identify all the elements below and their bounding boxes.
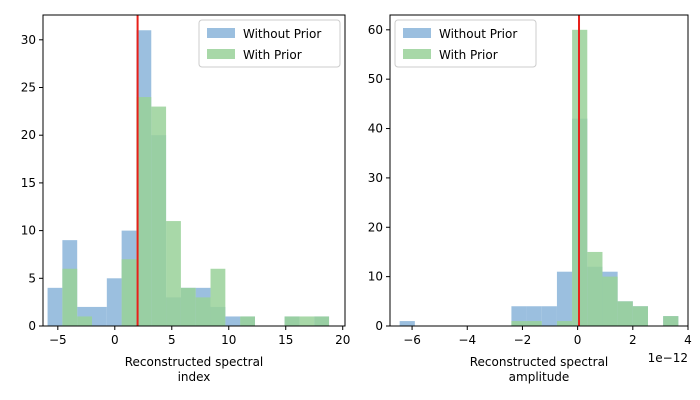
histogram-bar <box>210 268 226 326</box>
histogram-bar <box>151 106 167 326</box>
histogram-bar <box>632 306 648 326</box>
y-tick-label: 10 <box>368 270 383 284</box>
y-tick-label: 5 <box>28 271 36 285</box>
y-tick-label: 0 <box>375 319 383 333</box>
x-tick-label: −4 <box>458 333 476 347</box>
legend-label: Without Prior <box>243 27 321 41</box>
histogram-bar <box>399 321 415 326</box>
chart-panel-2: −6 −4 −2 0 2 401020304050601e−12Reconstructed… <box>368 14 692 384</box>
histogram-bar <box>526 321 542 326</box>
y-tick-label: 15 <box>21 176 36 190</box>
legend-label: With Prior <box>439 48 498 62</box>
x-tick-label: 5 <box>168 333 176 347</box>
y-tick-label: 0 <box>28 319 36 333</box>
x-tick-label: −2 <box>514 333 532 347</box>
histogram-bar <box>106 278 122 326</box>
histogram-bar <box>136 97 152 326</box>
histogram-bar <box>225 316 241 326</box>
x-axis-label: index <box>178 370 211 384</box>
axes-frame <box>389 14 689 327</box>
histogram-bar <box>587 251 603 326</box>
legend: Without Prior With Prior <box>394 19 537 68</box>
y-tick-label: 10 <box>21 224 36 238</box>
x-axis-label: Reconstructed spectral <box>125 355 264 369</box>
x-tick-label: 0 <box>574 333 582 347</box>
legend-label: With Prior <box>243 48 302 62</box>
y-tick-label: 30 <box>21 33 36 47</box>
series-with-prior <box>62 97 330 326</box>
histogram-bar <box>541 306 557 326</box>
histogram-bar <box>314 316 330 326</box>
histogram-bar <box>166 221 181 326</box>
legend: Without Prior With Prior <box>198 19 341 68</box>
legend-label: Without Prior <box>439 27 517 41</box>
offset-text: 1e−12 <box>648 351 688 365</box>
x-axis-label: Reconstructed spectral <box>470 355 609 369</box>
x-tick-label: 20 <box>335 333 350 347</box>
legend-swatch <box>207 28 235 38</box>
x-tick-label: −6 <box>403 333 421 347</box>
histogram-bar <box>284 316 300 326</box>
histogram-bar <box>511 321 527 326</box>
y-tick-label: 50 <box>368 72 383 86</box>
histogram-bar <box>663 316 679 326</box>
histogram-bar <box>180 287 196 326</box>
y-tick-label: 20 <box>21 128 36 142</box>
histogram-bar <box>195 297 211 326</box>
x-tick-label: −5 <box>49 333 67 347</box>
histogram-bar <box>556 271 573 326</box>
legend-swatch <box>403 28 431 38</box>
axes-frame <box>42 14 346 327</box>
histogram-bar <box>62 268 78 326</box>
chart-panel-1: −5 0 5 10 15 20 0 5 10 15 20 25 30 Reconstructed spec… <box>21 14 350 384</box>
histogram-bar <box>92 306 107 326</box>
histogram-bar <box>602 276 618 326</box>
y-tick-label: 20 <box>368 220 383 234</box>
x-tick-label: 10 <box>221 333 236 347</box>
x-axis-label: amplitude <box>509 370 570 384</box>
histogram-bar <box>77 316 93 326</box>
histogram-bar <box>299 316 315 326</box>
x-tick-label: 2 <box>629 333 637 347</box>
x-tick-label: 15 <box>278 333 293 347</box>
y-tick-label: 25 <box>21 81 36 95</box>
histogram-bar <box>556 321 573 326</box>
y-tick-label: 30 <box>368 171 383 185</box>
y-tick-label: 40 <box>368 122 383 136</box>
legend-swatch <box>403 49 431 59</box>
y-tick-label: 60 <box>368 23 383 37</box>
histogram-bar <box>617 301 633 326</box>
histogram-bar <box>121 259 137 326</box>
histogram-bar <box>240 316 255 326</box>
legend-swatch <box>207 49 235 59</box>
histogram-bar <box>47 287 63 326</box>
x-tick-label: 4 <box>684 333 692 347</box>
x-tick-label: 0 <box>111 333 119 347</box>
